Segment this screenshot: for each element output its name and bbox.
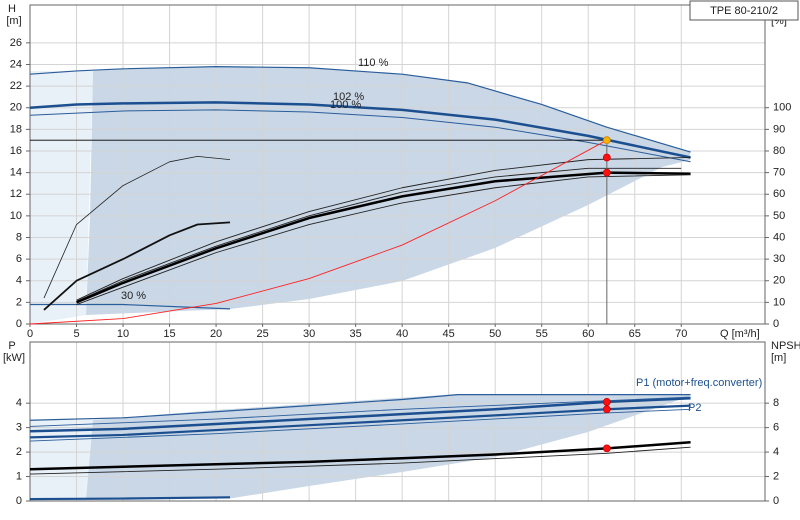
- curve: [76, 171, 691, 304]
- curve: [29, 408, 691, 442]
- curve: [29, 101, 691, 159]
- x-tick-label: 30: [303, 328, 315, 340]
- y-tick-label: 0: [16, 495, 22, 507]
- y-axis-unit: [kW]: [3, 352, 25, 364]
- y-tick-label: 20: [10, 102, 22, 114]
- y2-tick-label: 80: [773, 145, 785, 157]
- curve: [43, 155, 231, 299]
- curve-label: 30 %: [121, 290, 146, 302]
- curve-label: 102 %: [333, 91, 364, 103]
- y2-tick-label: 90: [773, 123, 785, 135]
- y-axis-label: P: [8, 340, 15, 352]
- x-axis-label: Q [m³/h]: [720, 328, 760, 340]
- curve: [29, 404, 691, 439]
- y2-axis-unit: [m]: [771, 352, 786, 364]
- curve: [43, 221, 231, 311]
- y-tick-label: 0: [16, 318, 22, 330]
- y-tick-label: 24: [10, 58, 22, 70]
- y2-tick-label: 0: [773, 318, 779, 330]
- curve-label: P2: [688, 402, 701, 414]
- curve-label: P1 (motor+freq.converter): [636, 377, 762, 389]
- plot-border: [29, 341, 766, 502]
- operating-point: [602, 444, 611, 453]
- x-tick-label: 25: [256, 328, 268, 340]
- range-area: [86, 394, 690, 500]
- x-tick-label: 45: [443, 328, 455, 340]
- y-tick-label: 2: [16, 446, 22, 458]
- y2-tick-label: 100: [773, 102, 791, 114]
- curve: [76, 174, 691, 305]
- operating-point: [602, 136, 611, 145]
- operating-point: [602, 168, 611, 177]
- curve-label: 100 %: [330, 99, 361, 111]
- y-tick-label: 14: [10, 167, 22, 179]
- range-area-light: [30, 71, 93, 324]
- chart-title: TPE 80-210/2: [710, 5, 778, 17]
- y-tick-label: 2: [16, 296, 22, 308]
- y2-tick-label: 0: [773, 495, 779, 507]
- curve: [29, 446, 691, 475]
- y2-tick-label: 60: [773, 188, 785, 200]
- y-tick-label: 16: [10, 145, 22, 157]
- y-tick-label: 3: [16, 422, 22, 434]
- curve: [29, 397, 691, 433]
- x-tick-label: 65: [629, 328, 641, 340]
- curve: [29, 393, 691, 421]
- y-tick-label: 8: [16, 231, 22, 243]
- y2-tick-label: 6: [773, 422, 779, 434]
- curve: [76, 167, 682, 302]
- y2-tick-label: 4: [773, 446, 779, 458]
- x-tick-label: 60: [582, 328, 594, 340]
- x-tick-label: 5: [73, 328, 79, 340]
- curve: [29, 441, 691, 471]
- curve: [29, 496, 231, 501]
- x-tick-label: 70: [675, 328, 687, 340]
- y-tick-label: 4: [16, 397, 22, 409]
- x-tick-label: 50: [489, 328, 501, 340]
- curve-label: 110 %: [358, 57, 389, 69]
- x-tick-label: 0: [27, 328, 33, 340]
- x-tick-label: 10: [117, 328, 129, 340]
- y-tick-label: 12: [10, 188, 22, 200]
- y-tick-label: 18: [10, 123, 22, 135]
- plot-border: [29, 4, 766, 325]
- y2-tick-label: 70: [773, 167, 785, 179]
- y2-tick-label: 40: [773, 231, 785, 243]
- y2-tick-label: 8: [773, 397, 779, 409]
- x-tick-label: 15: [163, 328, 175, 340]
- y-tick-label: 22: [10, 80, 22, 92]
- y-tick-label: 4: [16, 275, 22, 287]
- curve: [29, 139, 608, 325]
- curve: [76, 157, 691, 301]
- x-tick-label: 55: [536, 328, 548, 340]
- operating-point: [602, 398, 611, 406]
- x-tick-label: 40: [396, 328, 408, 340]
- y2-tick-label: 10: [773, 296, 785, 308]
- y-axis-label: H: [8, 3, 16, 15]
- y2-tick-label: 20: [773, 275, 785, 287]
- y2-tick-label: 30: [773, 253, 785, 265]
- y2-axis-label: NPSH: [771, 340, 800, 352]
- y-tick-label: 1: [16, 470, 22, 482]
- operating-point: [602, 405, 611, 414]
- curve: [29, 66, 691, 153]
- x-tick-label: 20: [210, 328, 222, 340]
- y-tick-label: 6: [16, 253, 22, 265]
- x-tick-label: 35: [350, 328, 362, 340]
- operating-point: [602, 153, 611, 162]
- curve: [29, 396, 691, 427]
- y-tick-label: 10: [10, 210, 22, 222]
- y2-tick-label: 50: [773, 210, 785, 222]
- y-axis-unit: [m]: [6, 15, 21, 27]
- y-tick-label: 26: [10, 37, 22, 49]
- title-box: [689, 0, 799, 21]
- y2-tick-label: 2: [773, 470, 779, 482]
